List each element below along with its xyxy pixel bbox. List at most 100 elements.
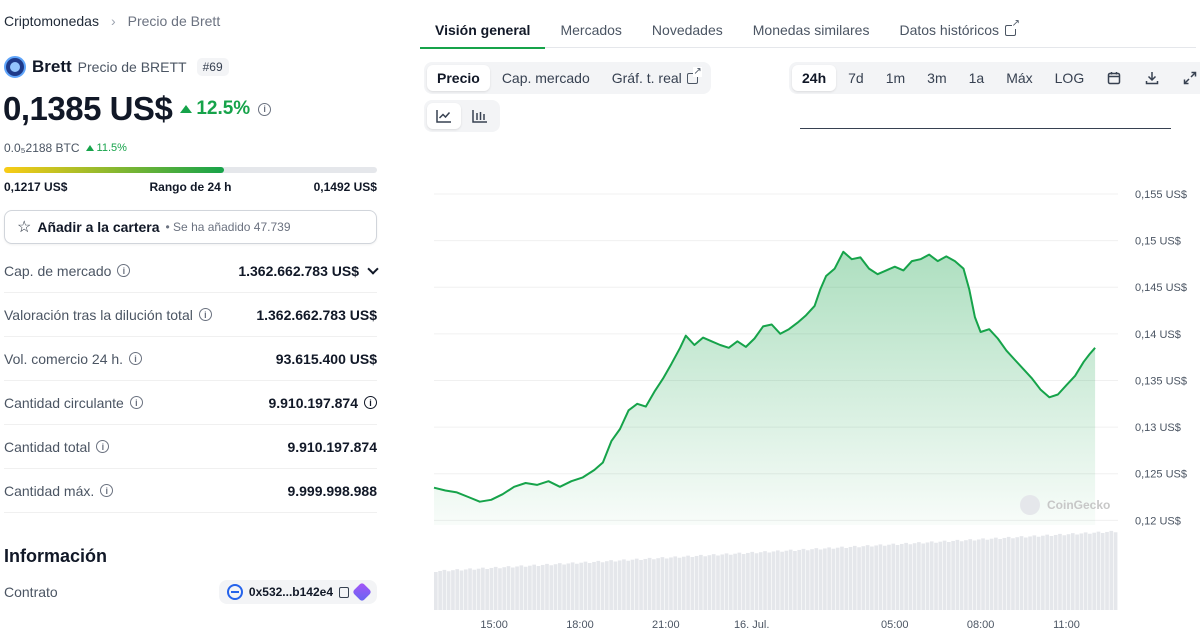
range-max-button[interactable]: Máx	[1006, 70, 1033, 86]
chart-style-tabs	[424, 100, 500, 132]
stat-row-volume: Vol. comercio 24 h. i 93.615.400 US$	[4, 337, 377, 381]
volume-bar	[972, 540, 977, 610]
y-tick-label: 0,14 US$	[1135, 329, 1181, 341]
volume-bar	[870, 546, 874, 610]
volume-bar	[639, 560, 643, 610]
volume-bar	[793, 551, 797, 610]
range-1y-button[interactable]: 1a	[968, 70, 985, 86]
volume-bar	[686, 555, 690, 610]
tab-markets[interactable]: Mercados	[560, 22, 622, 38]
tab-news[interactable]: Novedades	[651, 22, 723, 38]
realtime-chart-tab[interactable]: Gráf. t. real	[602, 65, 708, 91]
info-icon[interactable]: i	[117, 264, 131, 277]
info-icon[interactable]: i	[129, 352, 143, 365]
volume-bar	[1049, 536, 1054, 610]
volume-bar	[519, 565, 524, 610]
info-icon[interactable]: i	[258, 102, 272, 116]
volume-bar	[545, 563, 549, 610]
info-icon[interactable]: i	[96, 440, 110, 453]
volume-bar	[716, 555, 720, 610]
volume-bar	[1006, 536, 1011, 610]
range-label: Rango de 24 h	[149, 180, 232, 194]
fullscreen-icon[interactable]	[1172, 65, 1200, 91]
volume-bar	[523, 566, 528, 610]
volume-bar	[908, 544, 913, 610]
volume-bar	[737, 552, 742, 610]
tab-similar-coins[interactable]: Monedas similares	[752, 22, 870, 38]
volume-bar	[874, 545, 878, 610]
range-3m-button[interactable]: 3m	[927, 70, 947, 86]
rank-badge: #69	[196, 58, 229, 76]
candlestick-chart-icon[interactable]	[463, 103, 497, 129]
info-icon[interactable]: i	[100, 484, 114, 497]
contract-chip[interactable]: 0x532...b142e4	[218, 580, 377, 604]
volume-bar	[788, 549, 793, 610]
volume-bar	[694, 555, 699, 610]
stat-row-market-cap: Cap. de mercado i 1.362.662.783 US$	[4, 249, 379, 293]
y-tick-label: 0,125 US$	[1135, 469, 1187, 481]
volume-bar	[823, 548, 827, 610]
volume-bar	[1109, 530, 1114, 610]
volume-bar	[895, 545, 900, 610]
range-7d-button[interactable]: 7d	[848, 70, 864, 86]
zoom-range-line[interactable]	[800, 128, 1171, 129]
volume-bar	[1083, 532, 1088, 610]
volume-bar	[660, 557, 665, 610]
breadcrumb-parent-link[interactable]: Criptomonedas	[4, 13, 99, 29]
volume-bar	[767, 552, 772, 610]
info-icon[interactable]: i	[198, 308, 212, 321]
volume-bar	[1100, 533, 1105, 610]
volume-bar	[652, 559, 656, 610]
volume-bar	[626, 560, 631, 610]
y-tick-label: 0,13 US$	[1135, 422, 1181, 434]
volume-bar	[947, 542, 951, 610]
volume-bar	[515, 566, 519, 610]
price-change-value: 12.5%	[196, 98, 251, 119]
x-tick-label: 21:00	[652, 619, 680, 629]
time-range-tabs: 24h 7d 1m 3m 1a Máx LOG	[789, 62, 1200, 94]
line-chart-icon[interactable]	[427, 103, 461, 129]
copy-icon[interactable]	[339, 586, 349, 598]
explorer-icon[interactable]	[352, 582, 372, 602]
volume-bar	[810, 549, 814, 610]
contract-address: 0x532...b142e4	[248, 585, 333, 599]
btc-price: 0.0₅2188 BTC	[4, 141, 80, 155]
breadcrumb: Criptomonedas › Precio de Brett	[4, 13, 220, 29]
price-chart[interactable]: 0,155 US$ 0,15 US$ 0,145 US$ 0,14 US$ 0,135 …	[420, 140, 1200, 629]
volume-bar	[472, 569, 477, 610]
volume-bar	[673, 556, 678, 610]
volume-bar	[1075, 534, 1079, 610]
tab-overview[interactable]: Visión general	[420, 12, 546, 49]
tab-bar: Visión general Mercados Novedades Moneda…	[420, 12, 1196, 49]
volume-bar	[1053, 534, 1058, 610]
volume-bar	[446, 571, 451, 610]
volume-bar	[664, 558, 669, 610]
stat-label: Cap. de mercado	[4, 262, 112, 279]
price-chart-tab[interactable]: Precio	[427, 65, 490, 91]
add-to-portfolio-button[interactable]: ☆ Añadir a la cartera • Se ha añadido 47…	[4, 210, 377, 244]
chart-panel: Visión general Mercados Novedades Moneda…	[420, 0, 1200, 629]
tab-historical-data[interactable]: Datos históricos	[884, 12, 1031, 48]
stats-list: Cap. de mercado i 1.362.662.783 US$ Valor…	[4, 249, 379, 513]
volume-bar	[955, 539, 960, 610]
chevron-down-icon[interactable]	[367, 262, 379, 275]
volume-bar	[1023, 537, 1028, 610]
volume-bar	[912, 543, 917, 610]
range-1m-button[interactable]: 1m	[885, 70, 906, 86]
volume-bar	[459, 570, 464, 610]
market-cap-chart-tab[interactable]: Cap. mercado	[501, 70, 590, 86]
volume-bar	[929, 541, 934, 610]
triangle-up-icon	[85, 145, 94, 151]
range-24h-button[interactable]: 24h	[792, 65, 837, 91]
x-tick-label: 16. Jul.	[734, 619, 769, 629]
info-icon[interactable]: i	[129, 396, 143, 409]
calendar-icon[interactable]	[1096, 65, 1132, 91]
info-icon[interactable]: i	[364, 396, 377, 409]
volume-bar	[780, 551, 784, 610]
brett-logo-icon	[4, 56, 26, 78]
volume-bar	[938, 541, 943, 610]
log-scale-button[interactable]: LOG	[1054, 70, 1085, 86]
download-icon[interactable]	[1134, 65, 1170, 91]
volume-bar	[814, 548, 819, 610]
base-chain-icon	[226, 584, 243, 600]
